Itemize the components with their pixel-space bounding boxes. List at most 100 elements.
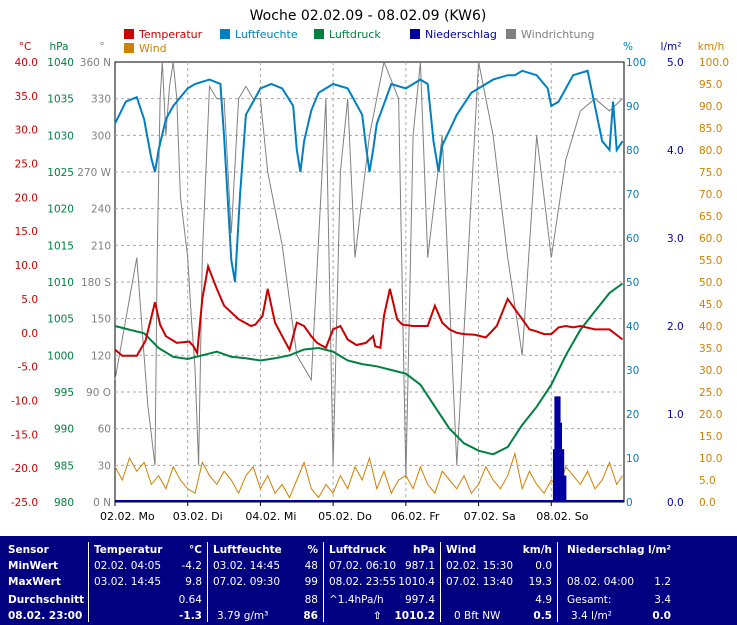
wind-tick-label: 65.0 [699,211,722,223]
maxwert-label: MaxWert [8,576,61,588]
unit-label-temp: °C [19,41,32,53]
hum-tick-label: 80 [626,145,639,157]
series-luftfeuchte [114,69,624,283]
legend-label-rain: Niederschlag [425,28,497,41]
temp-tick-label: 0.0 [21,328,38,340]
rain-column: Niederschlag l/m² 08.02. 04:00 1.2 Gesam… [563,536,671,625]
dir-tick-label: 270 W [77,167,111,179]
x-tick-label: 03.02. Di [173,510,223,523]
press-tick-label: 1000 [47,350,74,362]
dir-tick-label: 210 [91,240,111,252]
rain-tick-label: 4.0 [667,145,684,157]
temp-tick-label: -10.0 [11,395,38,407]
temperature-max-time: 03.02. 14:45 [94,576,161,588]
unit-label-dir: ° [99,41,104,53]
rain-bar [558,422,563,502]
dir-tick-label: 60 [98,424,111,436]
hum-tick-label: 0 [626,497,633,509]
unit-label-rain: l/m² [661,41,682,53]
press-tick-label: 990 [54,424,74,436]
wind-beaufort: 0 Bft NW [454,610,501,622]
temperature-column: Temperatur °C 02.02. 04:05 -4.2 03.02. 1… [94,536,202,625]
dir-tick-label: 330 [91,94,111,106]
wind-tick-label: 50.0 [699,277,722,289]
chart-title: Woche 02.02.09 - 08.02.09 (KW6) [250,8,487,24]
rain-bar [560,449,565,502]
legend-swatch-press [314,29,324,39]
press-tick-label: 1025 [47,167,74,179]
pressure-current: 1010.2 [394,610,435,622]
dir-tick-label: 360 N [80,57,111,69]
rain-tick-label: 3.0 [667,233,684,245]
rain-today: 3.4 l/m² [571,610,612,622]
wind-max-value: 19.3 [528,576,552,588]
press-tick-label: 1015 [47,240,74,252]
wind-tick-label: 55.0 [699,255,722,267]
temperature-min-time: 02.02. 04:05 [94,560,161,572]
wind-tick-label: 90.0 [699,101,722,113]
temp-tick-label: 35.0 [15,91,38,103]
wind-max-time: 07.02. 13:40 [446,576,513,588]
durchschnitt-label: Durchschnitt [8,594,85,606]
temp-tick-label: 5.0 [21,294,38,306]
legend-swatch-hum [220,29,230,39]
wind-min-time: 02.02. 15:30 [446,560,513,572]
x-tick-label: 02.02. Mo [100,510,155,523]
press-tick-label: 1020 [47,204,74,216]
separator [323,542,324,622]
wind-tick-label: 45.0 [699,299,722,311]
minwert-label: MinWert [8,560,59,572]
humidity-current: 86 [303,610,318,622]
dir-tick-label: 90 O [86,387,111,399]
wind-tick-label: 20.0 [699,409,722,421]
dir-tick-label: 240 [91,204,111,216]
wind-tick-label: 100.0 [699,57,729,69]
temp-tick-label: -15.0 [11,429,38,441]
rain-tick-label: 2.0 [667,321,684,333]
wind-tick-label: 25.0 [699,387,722,399]
humidity-unit: % [307,544,318,556]
legend-label-hum: Luftfeuchte [235,28,298,41]
wind-tick-label: 40.0 [699,321,722,333]
press-tick-label: 1040 [47,57,74,69]
series-temperatur [114,262,624,357]
pressure-trend: ^1.4hPa/h [329,594,384,606]
rain-unit: l/m² [648,544,671,556]
hum-tick-label: 60 [626,233,639,245]
hum-tick-label: 50 [626,277,639,289]
axes: 40.0 35.0 30.0 25.0 20.0 15.0 10.0 5.0 0.0 -5.0 -1… [11,57,729,523]
rain-bar [562,475,567,502]
temp-tick-label: -25.0 [11,497,38,509]
pressure-unit: hPa [413,544,435,556]
pressure-column: Luftdruck hPa 07.02. 06:10 987.1 08.02. … [329,536,435,625]
statistics-panel: Sensor MinWert MaxWert Durchschnitt 08.0… [0,536,737,625]
wind-current: 0.5 [533,610,552,622]
rain-bar [554,396,559,502]
hum-tick-label: 100 [626,57,646,69]
temperature-unit: °C [189,544,202,556]
temp-tick-label: 10.0 [15,260,38,272]
dir-tick-label: 150 [91,314,111,326]
series-luftdruck [114,282,624,456]
dir-tick-label: 30 [98,460,111,472]
humidity-column: Luftfeuchte % 03.02. 14:45 48 07.02. 09:… [213,536,318,625]
rain-header: Niederschlag [567,544,645,556]
press-tick-label: 1030 [47,130,74,142]
temp-tick-label: 15.0 [15,226,38,238]
press-tick-label: 980 [54,497,74,509]
sensor-header: Sensor [8,544,49,556]
unit-label-wind: km/h [698,41,725,53]
hum-tick-label: 30 [626,365,639,377]
temp-tick-label: -5.0 [18,362,39,374]
pressure-max-time: 08.02. 23:55 [329,576,396,588]
wind-tick-label: 75.0 [699,167,722,179]
temperature-average: 0.64 [178,594,202,606]
pressure-header: Luftdruck [329,544,387,556]
press-tick-label: 1035 [47,94,74,106]
wind-tick-label: 60.0 [699,233,722,245]
series-windrichtung [114,60,623,478]
legend-swatch-dir [506,29,516,39]
rain-current: 0.0 [652,610,671,622]
x-tick-label: 07.02. Sa [464,510,516,523]
humidity-header: Luftfeuchte [213,544,282,556]
